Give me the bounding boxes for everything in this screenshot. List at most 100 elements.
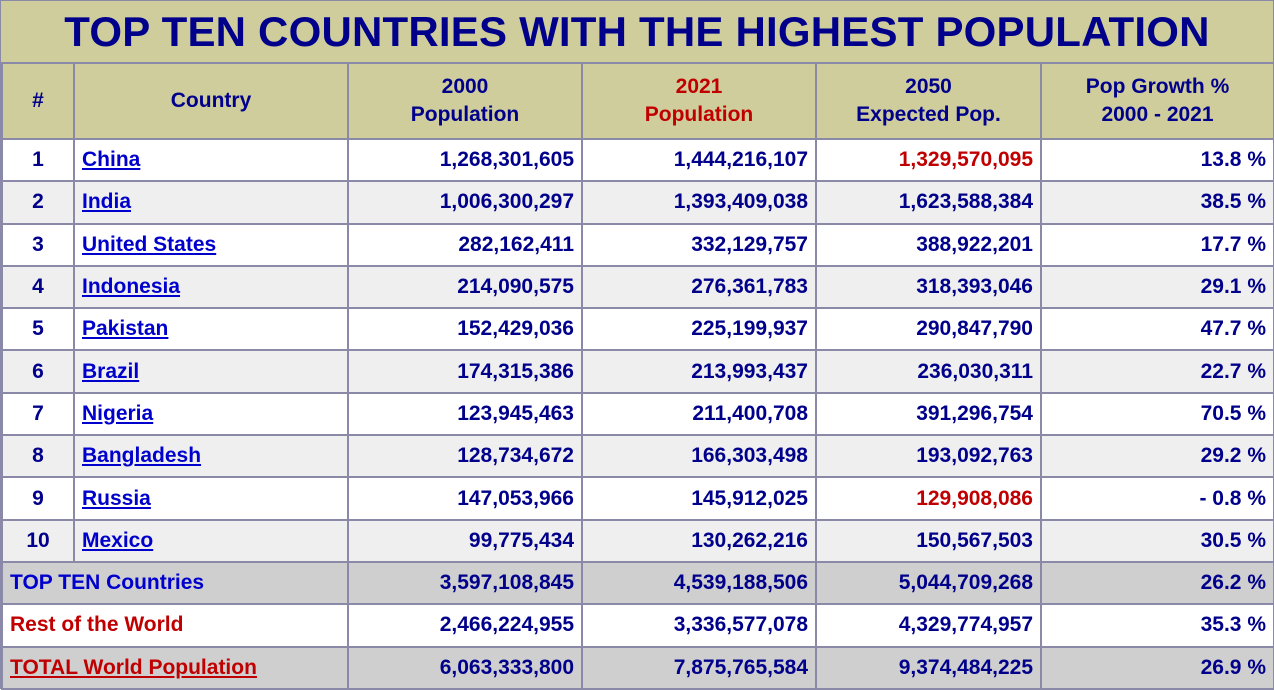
pop-2000-cell: 1,268,301,605	[347, 137, 583, 183]
rank-cell: 10	[1, 518, 75, 563]
country-cell: Mexico	[73, 518, 349, 563]
pop-2050-cell: 236,030,311	[815, 349, 1042, 394]
header-pop-2050: 2050 Expected Pop.	[815, 64, 1042, 140]
pop-2021-cell: 7,875,765,584	[581, 645, 817, 690]
growth-cell: 22.7 %	[1040, 349, 1274, 394]
pop-2050-cell: 318,393,046	[815, 264, 1042, 310]
growth-cell: 29.2 %	[1040, 434, 1274, 479]
header-pop-2050-year: 2050	[905, 75, 952, 98]
header-row: # Country 2000 Population 2021 Populatio…	[1, 64, 1274, 140]
pop-2000-cell: 174,315,386	[347, 349, 583, 394]
table-row: 5 Pakistan 152,429,036 225,199,937 290,8…	[1, 307, 1274, 352]
table-row: 10 Mexico 99,775,434 130,262,216 150,567…	[1, 518, 1274, 563]
rank-cell: 6	[1, 349, 75, 394]
pop-2000-cell: 147,053,966	[347, 476, 583, 521]
country-link-russia[interactable]: Russia	[82, 486, 151, 510]
pop-2050-cell: 391,296,754	[815, 391, 1042, 437]
pop-2050-cell: 4,329,774,957	[815, 603, 1042, 648]
header-growth: Pop Growth % 2000 - 2021	[1040, 64, 1274, 140]
country-link-nigeria[interactable]: Nigeria	[82, 401, 154, 425]
summary-row-total: TOTAL World Population 6,063,333,800 7,8…	[1, 645, 1274, 690]
pop-2050-cell: 193,092,763	[815, 434, 1042, 479]
pop-2000-cell: 152,429,036	[347, 307, 583, 352]
growth-cell: 26.2 %	[1040, 560, 1274, 606]
rank-cell: 7	[1, 391, 75, 437]
table-row: 6 Brazil 174,315,386 213,993,437 236,030…	[1, 349, 1274, 394]
table-row: 3 United States 282,162,411 332,129,757 …	[1, 222, 1274, 267]
pop-2021-cell: 332,129,757	[581, 222, 817, 267]
growth-cell: 70.5 %	[1040, 391, 1274, 437]
pop-2000-cell: 123,945,463	[347, 391, 583, 437]
header-pop-2021-year: 2021	[675, 75, 723, 98]
growth-cell: 30.5 %	[1040, 518, 1274, 563]
growth-cell: - 0.8 %	[1040, 476, 1274, 521]
pop-2021-cell: 1,393,409,038	[581, 180, 817, 225]
header-pop-2050-label: Expected Pop.	[856, 103, 1001, 126]
table-row: 9 Russia 147,053,966 145,912,025 129,908…	[1, 476, 1274, 521]
pop-2021-cell: 225,199,937	[581, 307, 817, 352]
header-growth-range: 2000 - 2021	[1101, 103, 1214, 126]
pop-2021-cell: 145,912,025	[581, 476, 817, 521]
header-country: Country	[73, 64, 349, 140]
header-pop-2021-label: Population	[644, 103, 754, 126]
table-row: 8 Bangladesh 128,734,672 166,303,498 193…	[1, 434, 1274, 479]
country-link-mexico[interactable]: Mexico	[82, 528, 154, 552]
country-link-united-states[interactable]: United States	[82, 232, 217, 256]
pop-2021-cell: 4,539,188,506	[581, 560, 817, 606]
country-cell: Indonesia	[73, 264, 349, 310]
growth-cell: 17.7 %	[1040, 222, 1274, 267]
summary-label-cell: TOTAL World Population	[1, 645, 349, 690]
header-pop-2000-year: 2000	[441, 75, 489, 98]
rank-cell: 1	[1, 137, 75, 183]
table-row: 4 Indonesia 214,090,575 276,361,783 318,…	[1, 264, 1274, 310]
table-row: 2 India 1,006,300,297 1,393,409,038 1,62…	[1, 180, 1274, 225]
pop-2021-cell: 166,303,498	[581, 434, 817, 479]
header-pop-2021: 2021 Population	[581, 64, 817, 140]
summary-label: Rest of the World	[1, 603, 349, 648]
rank-cell: 8	[1, 434, 75, 479]
summary-label: TOP TEN Countries	[1, 560, 349, 606]
pop-2000-cell: 128,734,672	[347, 434, 583, 479]
pop-2000-cell: 6,063,333,800	[347, 645, 583, 690]
country-cell: Russia	[73, 476, 349, 521]
pop-2021-cell: 211,400,708	[581, 391, 817, 437]
country-link-bangladesh[interactable]: Bangladesh	[82, 444, 202, 468]
rank-cell: 5	[1, 307, 75, 352]
pop-2050-cell: 388,922,201	[815, 222, 1042, 267]
country-cell: China	[73, 137, 349, 183]
pop-2050-cell: 1,623,588,384	[815, 180, 1042, 225]
table-row: 7 Nigeria 123,945,463 211,400,708 391,29…	[1, 391, 1274, 437]
growth-cell: 13.8 %	[1040, 137, 1274, 183]
country-cell: United States	[73, 222, 349, 267]
country-link-china[interactable]: China	[82, 148, 141, 172]
growth-cell: 26.9 %	[1040, 645, 1274, 690]
pop-2050-cell: 150,567,503	[815, 518, 1042, 563]
country-cell: India	[73, 180, 349, 225]
country-cell: Brazil	[73, 349, 349, 394]
table-body: 1 China 1,268,301,605 1,444,216,107 1,32…	[1, 137, 1274, 690]
pop-2050-cell: 1,329,570,095	[815, 137, 1042, 183]
rank-cell: 4	[1, 264, 75, 310]
pop-2050-cell: 290,847,790	[815, 307, 1042, 352]
country-cell: Bangladesh	[73, 434, 349, 479]
country-cell: Nigeria	[73, 391, 349, 437]
growth-cell: 29.1 %	[1040, 264, 1274, 310]
header-pop-2000-label: Population	[410, 103, 520, 126]
country-link-pakistan[interactable]: Pakistan	[82, 317, 169, 341]
header-pop-2000: 2000 Population	[347, 64, 583, 140]
country-link-indonesia[interactable]: Indonesia	[82, 275, 181, 299]
country-cell: Pakistan	[73, 307, 349, 352]
total-world-population-link[interactable]: TOTAL World Population	[10, 655, 257, 679]
rank-cell: 9	[1, 476, 75, 521]
pop-2021-cell: 1,444,216,107	[581, 137, 817, 183]
pop-2000-cell: 3,597,108,845	[347, 560, 583, 606]
table-row: 1 China 1,268,301,605 1,444,216,107 1,32…	[1, 137, 1274, 183]
growth-cell: 47.7 %	[1040, 307, 1274, 352]
pop-2050-cell: 129,908,086	[815, 476, 1042, 521]
pop-2050-cell: 9,374,484,225	[815, 645, 1042, 690]
country-link-india[interactable]: India	[82, 190, 132, 214]
pop-2000-cell: 2,466,224,955	[347, 603, 583, 648]
table-header: # Country 2000 Population 2021 Populatio…	[1, 64, 1274, 140]
country-link-brazil[interactable]: Brazil	[82, 359, 140, 383]
